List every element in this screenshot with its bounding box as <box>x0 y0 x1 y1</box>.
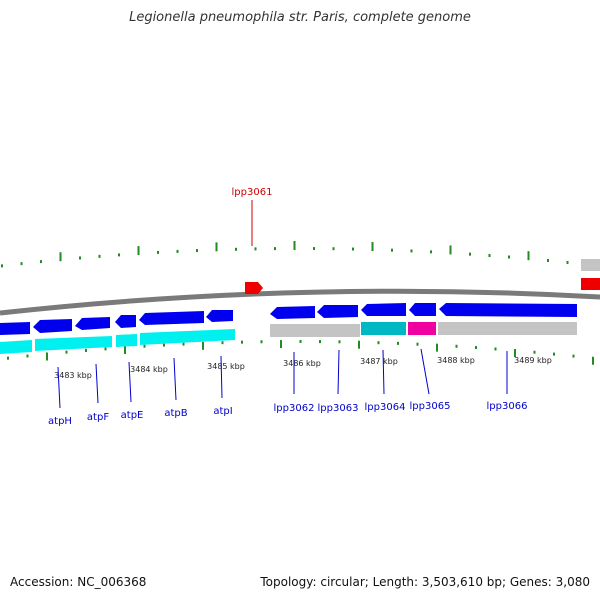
scale-label: 3485 kbp <box>207 362 245 371</box>
label-lpp3061[interactable]: lpp3061 <box>232 187 273 198</box>
scale-label: 3484 kbp <box>130 365 168 374</box>
gene-arrow-atpF[interactable] <box>33 319 72 333</box>
track-gray-lpp3062 <box>270 324 360 337</box>
track-teal-lpp3064 <box>361 322 406 335</box>
scale-label: 3489 kbp <box>514 356 552 365</box>
scale-label: 3486 kbp <box>283 359 321 368</box>
gene-arrow-atpB[interactable] <box>139 311 204 325</box>
map-title: Legionella pneumophila str. Paris, compl… <box>129 10 471 25</box>
leader-line-atpI <box>220 355 223 399</box>
leader-line-lpp3064 <box>382 349 385 395</box>
gene-arrow-lpp3066[interactable] <box>439 303 577 317</box>
label-atpF[interactable]: atpF <box>87 412 109 423</box>
accession-label: Accession: NC_006368 <box>10 575 147 589</box>
track-cyan-4 <box>140 329 235 345</box>
track-magenta-lpp3065 <box>408 322 436 335</box>
gene-arrow-lpp3064[interactable] <box>361 303 406 316</box>
track-gray-lpp3066 <box>438 322 577 335</box>
leader-line-atpE <box>128 361 132 403</box>
leader-line-atpH <box>57 366 61 409</box>
tick-marks-inner <box>7 340 594 365</box>
gene-labels: atpH atpF atpE atpB atpI lpp3062 lpp3063 lpp306… <box>48 348 528 427</box>
gene-arrow-atpE[interactable] <box>115 315 136 328</box>
gene-arrow-atpI[interactable] <box>206 310 233 322</box>
tick-marks-outer <box>1 241 588 268</box>
gene-arrow-atpE-up[interactable] <box>75 317 110 330</box>
gene-arrow-atpH[interactable] <box>0 322 30 335</box>
scale-labels: 3483 kbp 3484 kbp 3485 kbp 3486 kbp 3487 kbp… <box>54 356 552 380</box>
label-atpE[interactable]: atpE <box>121 410 144 421</box>
leader-line-atpB <box>173 357 177 401</box>
gene-arrow-lpp3062[interactable] <box>270 306 315 319</box>
label-lpp3062[interactable]: lpp3062 <box>274 403 315 414</box>
gene-lpp3061[interactable] <box>245 282 263 294</box>
gene-arrow-lpp3065[interactable] <box>409 303 436 316</box>
scale-label: 3488 kbp <box>437 356 475 365</box>
label-atpB[interactable]: atpB <box>164 408 187 419</box>
scale-label: 3487 kbp <box>360 357 398 366</box>
label-lpp3065[interactable]: lpp3065 <box>410 401 451 412</box>
genome-backbone <box>0 288 600 316</box>
leader-line-lpp3065 <box>420 348 430 395</box>
label-lpp3063[interactable]: lpp3063 <box>318 403 359 414</box>
edge-feature-red <box>581 278 600 290</box>
scale-label: 3483 kbp <box>54 371 92 380</box>
label-lpp3066[interactable]: lpp3066 <box>487 401 528 412</box>
gene-arrow-lpp3063[interactable] <box>317 305 358 318</box>
track-cyan-1 <box>0 340 32 354</box>
leader-line-atpF <box>95 363 99 404</box>
track-cyan-3 <box>116 334 137 347</box>
label-lpp3064[interactable]: lpp3064 <box>365 402 406 413</box>
label-atpH[interactable]: atpH <box>48 416 72 427</box>
label-atpI[interactable]: atpI <box>213 406 232 417</box>
edge-feature-gray <box>581 259 600 271</box>
track-cyan-2 <box>35 336 112 351</box>
topology-summary: Topology: circular; Length: 3,503,610 bp… <box>260 575 590 589</box>
leader-line-lpp3063 <box>337 349 340 395</box>
